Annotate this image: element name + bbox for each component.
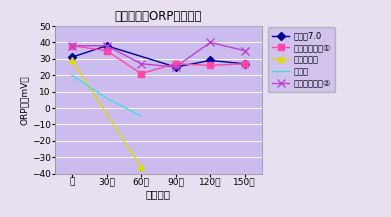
Line: 水素水7.0: 水素水7.0 — [69, 43, 248, 70]
マリアージュ① — [242, 62, 247, 65]
マリアージュ② — [173, 66, 178, 68]
マリアージュ① — [208, 64, 213, 67]
Line: スイソニア: スイソニア — [68, 57, 145, 171]
マリアージュ① — [70, 44, 74, 47]
Line: 水素浴: 水素浴 — [72, 75, 141, 116]
X-axis label: 経過時間: 経過時間 — [146, 189, 171, 200]
マリアージュ② — [104, 44, 109, 47]
水素水7.0 — [70, 56, 74, 59]
スイソニア — [70, 59, 74, 62]
水素水7.0 — [242, 62, 247, 65]
マリアージュ② — [242, 49, 247, 52]
Y-axis label: ORP値（mV）: ORP値（mV） — [20, 75, 29, 125]
Title: 水素摂取とORP値の変化: 水素摂取とORP値の変化 — [115, 10, 202, 23]
水素水7.0 — [173, 66, 178, 68]
マリアージュ② — [70, 44, 74, 47]
マリアージュ① — [173, 62, 178, 65]
Legend: 水素水7.0, マリアージュ①, スイソニア, 水素浴, マリアージュ②: 水素水7.0, マリアージュ①, スイソニア, 水素浴, マリアージュ② — [268, 27, 335, 92]
水素水7.0 — [208, 59, 213, 62]
水素浴 — [104, 97, 109, 99]
水素水7.0 — [104, 44, 109, 47]
マリアージュ① — [104, 49, 109, 52]
水素浴 — [139, 115, 143, 118]
水素浴 — [70, 74, 74, 77]
マリアージュ② — [208, 41, 213, 44]
スイソニア — [139, 166, 143, 168]
Line: マリアージュ①: マリアージュ① — [68, 42, 248, 77]
マリアージュ② — [139, 62, 143, 65]
マリアージュ① — [139, 72, 143, 75]
Line: マリアージュ②: マリアージュ② — [68, 38, 249, 71]
